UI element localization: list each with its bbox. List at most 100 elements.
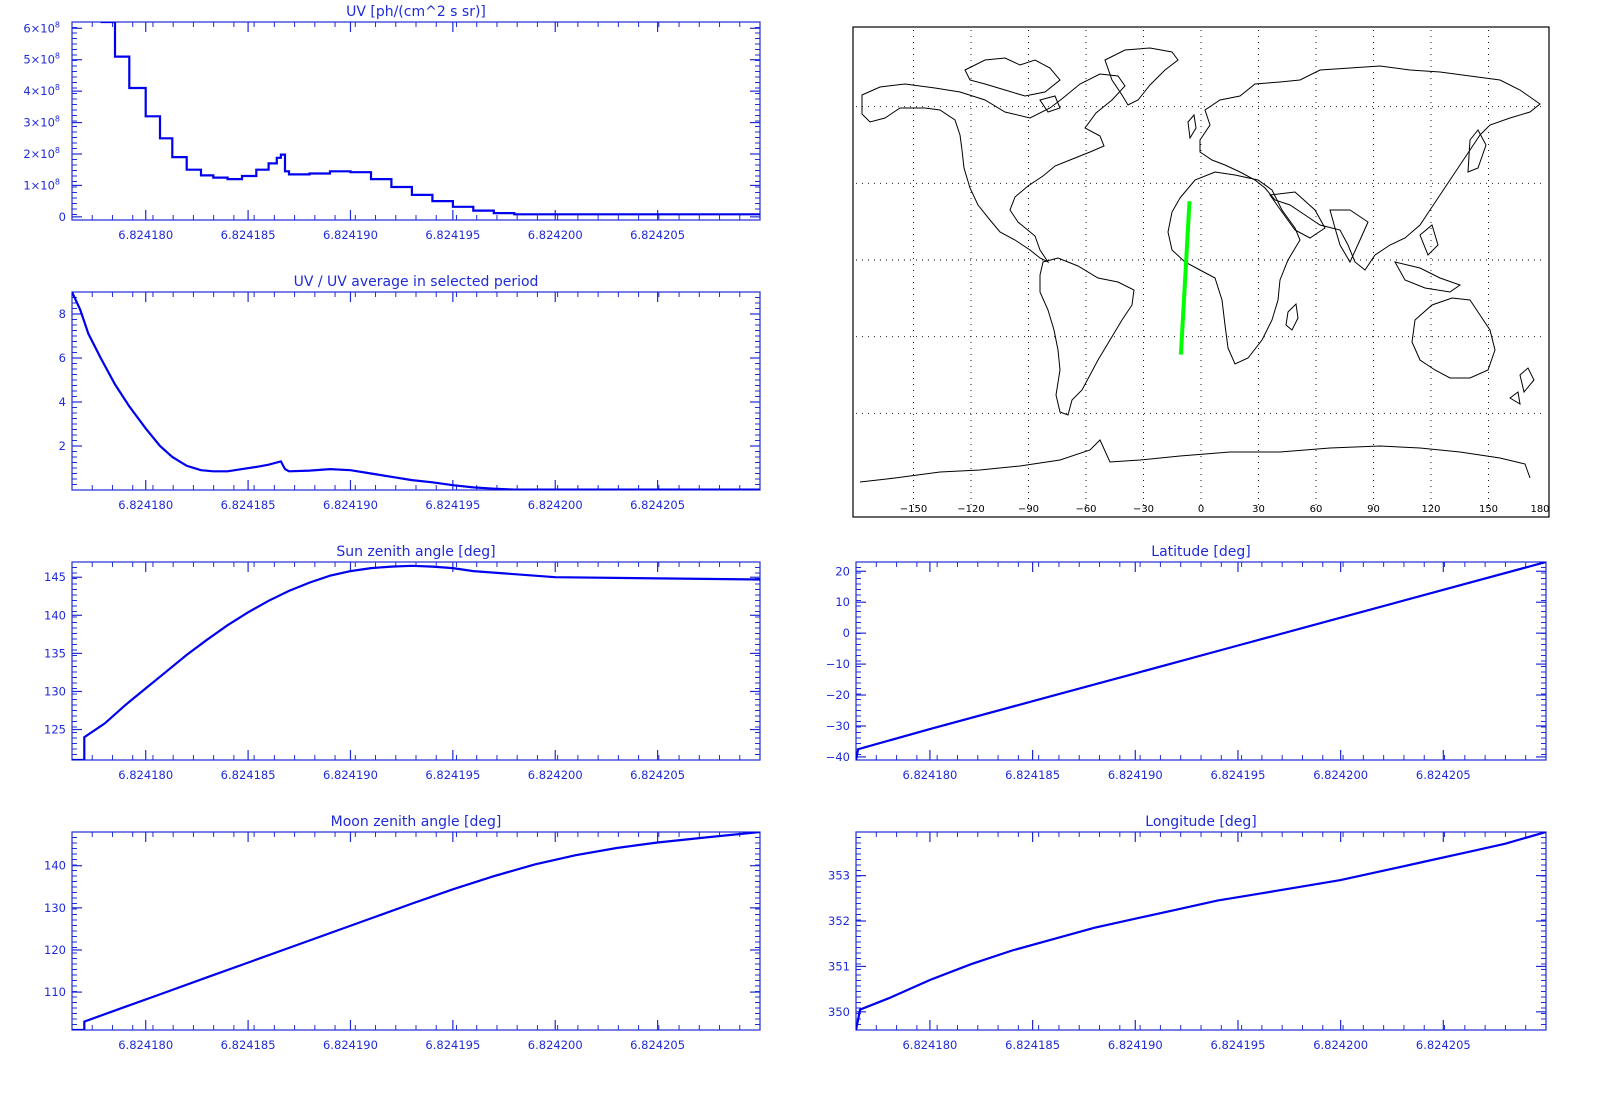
- coast-south-america: [1039, 257, 1135, 416]
- minor-ticks: [72, 22, 760, 220]
- coast-europe-asia: [1199, 65, 1541, 271]
- x-tick-label: 6.824190: [323, 768, 378, 782]
- plot-frame: [71, 831, 761, 1031]
- y-tick-label: 140: [44, 859, 66, 873]
- plot-title: Longitude [deg]: [1145, 814, 1256, 830]
- x-tick-label: 6.824180: [118, 768, 173, 782]
- map-lon-label: 30: [1252, 504, 1265, 515]
- x-tick-label: 6.824185: [221, 228, 276, 242]
- data-series-line: [856, 562, 1546, 760]
- x-tick-label: 6.824190: [323, 228, 378, 242]
- y-tick-label: 120: [44, 943, 66, 957]
- data-series-line: [72, 564, 760, 760]
- y-tick-label: 3×108: [23, 115, 60, 130]
- x-tick-label: 6.824200: [528, 498, 583, 512]
- plot-title: Moon zenith angle [deg]: [331, 814, 502, 830]
- y-tick-label: 353: [828, 869, 850, 883]
- map-lon-label: 60: [1310, 504, 1323, 515]
- y-tick-label: 10: [835, 595, 850, 609]
- x-tick-label: 6.824195: [425, 1038, 480, 1052]
- minor-ticks: [856, 562, 1546, 760]
- x-tick-label: 6.824205: [630, 768, 685, 782]
- coast-madagascar: [1285, 302, 1299, 331]
- coast-arabia: [1269, 191, 1326, 239]
- coast-africa: [1167, 171, 1301, 365]
- coast-greenland: [1104, 47, 1179, 106]
- plot-title: UV [ph/(cm^2 s sr)]: [346, 4, 486, 20]
- x-tick-label: 6.824205: [630, 228, 685, 242]
- plot-title: UV / UV average in selected period: [294, 274, 539, 290]
- x-tick-label: 6.824180: [902, 1038, 957, 1052]
- y-tick-label: 135: [44, 646, 66, 660]
- y-tick-label: 0: [843, 626, 850, 640]
- coast-se-asia-islands: [1394, 224, 1462, 293]
- x-tick-label: 6.824205: [1416, 1038, 1471, 1052]
- y-tick-label: 20: [835, 564, 850, 578]
- y-tick-label: −40: [826, 750, 850, 764]
- data-series-line: [856, 832, 1546, 1030]
- y-tick-label: 0: [59, 210, 66, 224]
- y-tick-label: 4×108: [23, 83, 60, 98]
- plot-frame: [71, 561, 761, 761]
- x-tick-label: 6.824180: [902, 768, 957, 782]
- y-tick-label: 145: [44, 570, 66, 584]
- y-tick-label: 2: [59, 439, 66, 453]
- map-lon-label: −60: [1075, 504, 1096, 515]
- map-lon-label: −150: [900, 504, 927, 515]
- minor-ticks: [72, 832, 760, 1030]
- y-tick-label: 125: [44, 723, 66, 737]
- plot-latitude: Latitude [deg] 6.824180 6.824185 6.824190 6.…: [826, 544, 1547, 782]
- y-tick-label: 1×108: [23, 177, 60, 192]
- world-map: −150 −120 −90 −60 −30 0 30 60 90 120 150 180: [852, 26, 1550, 518]
- map-longitude-labels: −150 −120 −90 −60 −30 0 30 60 90 120 150 180: [900, 504, 1550, 515]
- x-tick-label: 6.824200: [528, 768, 583, 782]
- coast-japan: [1467, 129, 1487, 173]
- coast-uk: [1187, 113, 1197, 140]
- map-lon-label: −90: [1018, 504, 1039, 515]
- y-tick-label: 140: [44, 608, 66, 622]
- map-graticule: [856, 30, 1546, 508]
- plot-frame: [855, 561, 1547, 761]
- map-lon-label: 0: [1198, 504, 1204, 515]
- coast-new-zealand: [1509, 367, 1535, 405]
- x-tick-label: 6.824190: [1108, 768, 1163, 782]
- x-tick-label: 6.824195: [425, 768, 480, 782]
- plot-sun-zenith: Sun zenith angle [deg] 6.824180 6.824185 6.…: [44, 544, 761, 782]
- x-tick-label: 6.824190: [323, 498, 378, 512]
- minor-ticks: [856, 832, 1546, 1030]
- plot-frame: [71, 21, 761, 221]
- x-tick-label: 6.824195: [425, 498, 480, 512]
- coast-australia: [1411, 297, 1496, 379]
- x-tick-label: 6.824205: [630, 1038, 685, 1052]
- x-tick-label: 6.824180: [118, 228, 173, 242]
- y-tick-label: 6: [59, 351, 66, 365]
- y-tick-label: 110: [44, 985, 66, 999]
- plot-title: Latitude [deg]: [1151, 544, 1250, 560]
- x-tick-label: 6.824200: [528, 228, 583, 242]
- y-tick-label: 351: [828, 959, 850, 973]
- map-lon-label: 90: [1367, 504, 1380, 515]
- y-tick-label: 4: [59, 395, 66, 409]
- data-series-line: [72, 292, 760, 490]
- y-tick-label: 8: [59, 307, 66, 321]
- data-series-line: [100, 22, 760, 216]
- coast-antarctica: [859, 439, 1531, 483]
- x-tick-label: 6.824180: [118, 1038, 173, 1052]
- y-tick-label: 352: [828, 914, 850, 928]
- x-tick-label: 6.824200: [528, 1038, 583, 1052]
- x-tick-label: 6.824185: [1005, 1038, 1060, 1052]
- map-lon-label: 180: [1530, 504, 1549, 515]
- x-tick-label: 6.824200: [1313, 768, 1368, 782]
- y-tick-label: 130: [44, 901, 66, 915]
- y-tick-label: −20: [826, 688, 850, 702]
- x-tick-label: 6.824195: [425, 228, 480, 242]
- y-tick-label: −10: [826, 657, 850, 671]
- map-lon-label: 120: [1421, 504, 1440, 515]
- x-tick-label: 6.824185: [1005, 768, 1060, 782]
- coastlines: [859, 47, 1541, 483]
- minor-ticks: [72, 562, 760, 760]
- y-tick-label: 6×108: [23, 20, 60, 35]
- x-tick-label: 6.824185: [221, 498, 276, 512]
- y-tick-label: 350: [828, 1005, 850, 1019]
